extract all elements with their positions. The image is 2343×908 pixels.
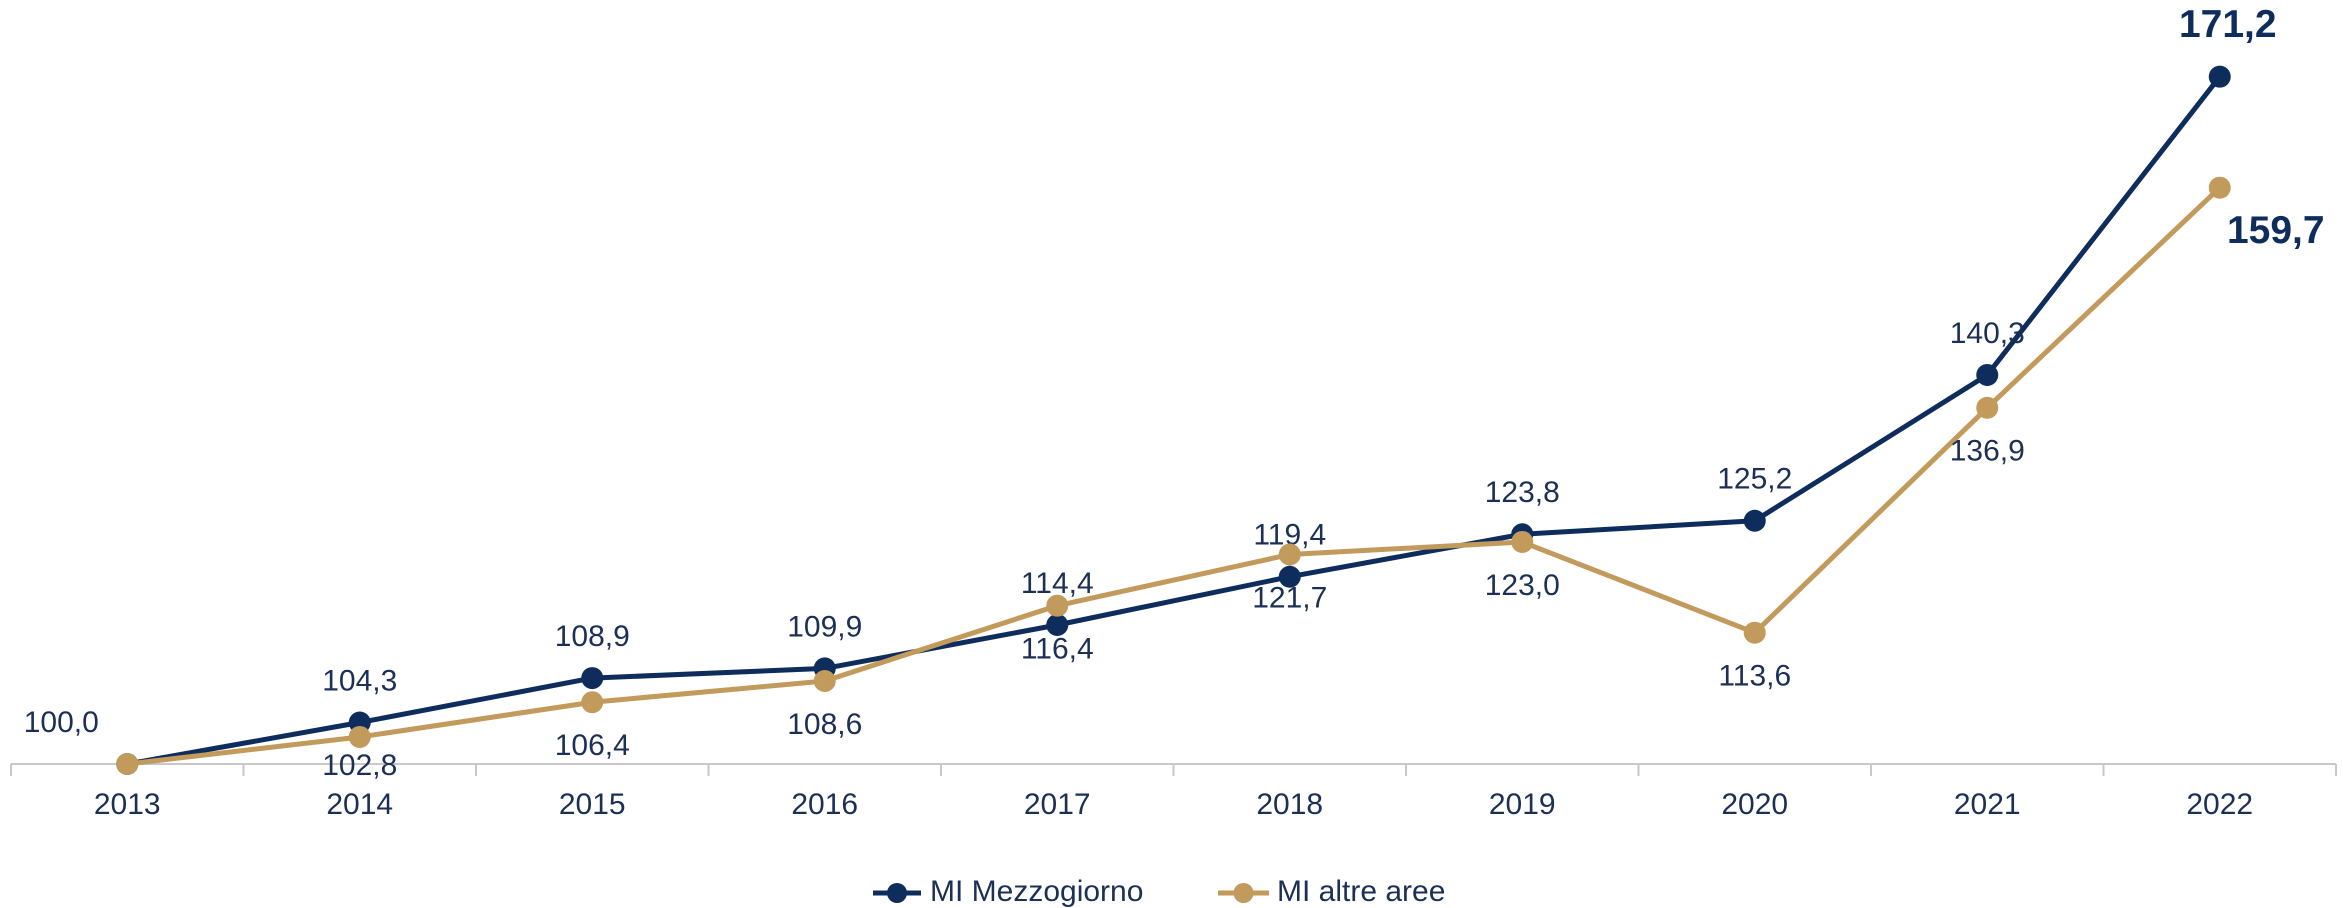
data-label: 123,0 <box>1485 569 1560 602</box>
data-label: 125,2 <box>1717 463 1792 496</box>
data-label: 108,9 <box>555 620 630 653</box>
data-label: 113,6 <box>1718 660 1791 693</box>
point <box>1278 543 1301 566</box>
x-tick-label: 2022 <box>2186 788 2253 821</box>
x-tick-label: 2016 <box>791 788 858 821</box>
x-tick-label: 2021 <box>1954 788 2021 821</box>
series: 102,8 106,4 108,6 116,4 121,7 123,0 113,6 136,9… <box>116 176 2325 782</box>
point <box>1046 594 1069 617</box>
point <box>1046 613 1069 636</box>
data-label: 159,7 <box>2227 209 2325 252</box>
point <box>1743 509 1766 532</box>
legend-item: MI altre aree <box>1218 875 1445 908</box>
x-tick-label: 2019 <box>1489 788 1556 821</box>
data-label: 102,8 <box>322 749 397 782</box>
legend-item: MI Mezzogiorno <box>873 875 1143 908</box>
point <box>581 691 604 714</box>
series-line <box>126 185 2222 767</box>
x-tick-label: 2018 <box>1256 788 1323 821</box>
point <box>1976 363 1999 386</box>
point <box>2208 176 2231 199</box>
legend-label: MI altre aree <box>1277 875 1445 908</box>
point <box>1278 565 1301 588</box>
data-label: 140,3 <box>1950 317 2025 350</box>
data-label: 109,9 <box>787 610 862 643</box>
data-label: 121,7 <box>1252 581 1327 614</box>
x-tick-label: 2017 <box>1024 788 1091 821</box>
legend-label: MI Mezzogiorno <box>930 875 1143 908</box>
x-tick-label: 2013 <box>94 788 161 821</box>
series-line <box>126 75 2222 767</box>
point <box>1743 621 1766 644</box>
legend-marker <box>887 883 907 903</box>
data-label: 136,9 <box>1950 435 2025 468</box>
data-label: 106,4 <box>555 729 630 762</box>
point <box>116 753 139 775</box>
point <box>581 667 604 690</box>
point <box>2208 65 2231 88</box>
data-label: 108,6 <box>787 708 862 741</box>
x-tick-label: 2014 <box>326 788 393 821</box>
point <box>813 669 836 692</box>
data-label: 171,2 <box>2179 3 2277 46</box>
data-label: 100,0 <box>24 706 99 739</box>
x-tick-label: 2015 <box>559 788 626 821</box>
point <box>1976 396 1999 419</box>
point <box>348 725 371 748</box>
data-label: 116,4 <box>1021 633 1094 666</box>
x-tick-label: 2020 <box>1721 788 1788 821</box>
data-label: 114,4 <box>1021 567 1094 600</box>
legend-marker <box>1233 883 1254 903</box>
data-label: 104,3 <box>322 664 397 697</box>
point <box>1511 530 1534 553</box>
data-label: 123,8 <box>1485 476 1560 509</box>
